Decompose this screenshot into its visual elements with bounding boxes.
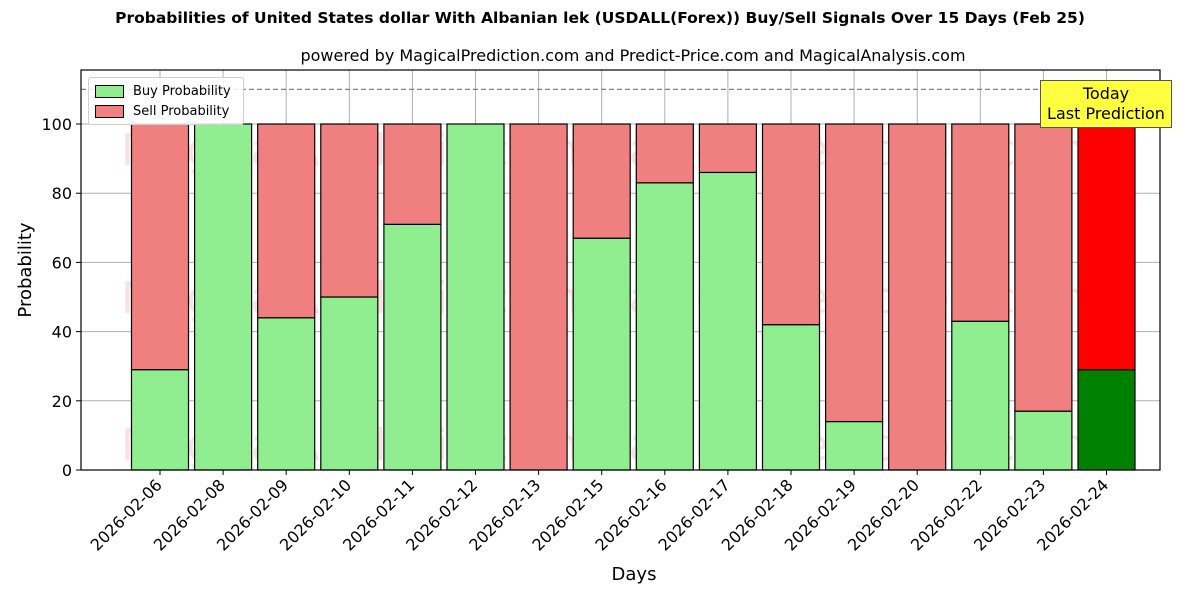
bar-2026-02-18	[761, 123, 821, 471]
sell-segment	[509, 123, 568, 471]
bar-2026-02-06	[130, 123, 190, 471]
y-tick-label: 20	[52, 392, 72, 411]
bar-2026-02-13	[509, 123, 568, 471]
sell-segment	[1014, 123, 1073, 412]
bar-2026-02-17	[698, 123, 758, 471]
bar-series	[130, 123, 1136, 471]
sell-segment	[761, 123, 821, 326]
sell-segment	[257, 123, 316, 319]
buy-segment	[320, 296, 379, 471]
sell-swatch-icon	[95, 104, 124, 118]
legend-item-buy: Buy Probability	[95, 83, 231, 99]
buy-segment	[257, 317, 316, 471]
bar-2026-02-16	[635, 123, 694, 471]
annotation-line2: Last Prediction	[1047, 104, 1165, 123]
bar-2026-02-20	[888, 123, 947, 471]
buy-segment	[761, 324, 821, 471]
buy-segment	[698, 171, 758, 471]
y-tick-label: 0	[62, 461, 72, 480]
sell-segment	[572, 123, 631, 239]
buy-segment	[194, 123, 253, 471]
buy-segment	[824, 420, 884, 471]
y-tick-label: 100	[41, 115, 72, 134]
legend: Buy Probability Sell Probability	[88, 77, 244, 125]
today-annotation: Today Last Prediction	[1040, 80, 1172, 128]
y-axis-label: Probability	[15, 222, 36, 317]
legend-item-sell: Sell Probability	[95, 103, 229, 119]
buy-segment	[130, 369, 190, 471]
bar-2026-02-15	[572, 123, 631, 471]
buy-segment	[446, 123, 505, 471]
y-tick-label: 60	[52, 253, 72, 272]
plot-frame	[80, 69, 1161, 471]
bar-2026-02-23	[1014, 123, 1073, 471]
sell-segment	[698, 123, 758, 174]
buy-segment	[951, 320, 1010, 471]
sell-segment	[951, 123, 1010, 322]
buy-segment	[635, 182, 694, 471]
chart-title: Probabilities of United States dollar Wi…	[115, 9, 1085, 27]
bar-2026-02-10	[320, 123, 379, 471]
buy-swatch-icon	[95, 84, 124, 98]
buy-segment	[1014, 410, 1073, 471]
y-axis: 0 20 40 60 80 100	[41, 115, 81, 480]
sell-segment	[320, 123, 379, 298]
buy-segment	[383, 223, 442, 471]
sell-segment	[1077, 123, 1136, 371]
annotation-line1: Today	[1082, 84, 1130, 103]
sell-segment	[383, 123, 442, 225]
bar-2026-02-19	[824, 123, 884, 471]
buy-segment	[1077, 369, 1136, 471]
legend-sell-label: Sell Probability	[133, 103, 230, 119]
bar-2026-02-12	[446, 123, 505, 471]
y-tick-label: 80	[52, 184, 72, 203]
bar-2026-02-11	[383, 123, 442, 471]
bar-2026-02-22	[951, 123, 1010, 471]
chart-subtitle: powered by MagicalPrediction.com and Pre…	[300, 46, 966, 65]
sell-segment	[888, 123, 947, 471]
buy-segment	[572, 237, 631, 471]
y-tick-label: 40	[52, 323, 72, 342]
bar-2026-02-09	[257, 123, 316, 471]
bar-2026-02-24	[1077, 123, 1136, 471]
x-axis-label: Days	[612, 564, 657, 585]
bar-2026-02-08	[194, 123, 253, 471]
sell-segment	[635, 123, 694, 184]
legend-buy-label: Buy Probability	[133, 83, 231, 99]
sell-segment	[130, 123, 190, 371]
x-axis: 2026-02-062026-02-082026-02-092026-02-10…	[87, 470, 1112, 555]
sell-segment	[824, 123, 884, 423]
